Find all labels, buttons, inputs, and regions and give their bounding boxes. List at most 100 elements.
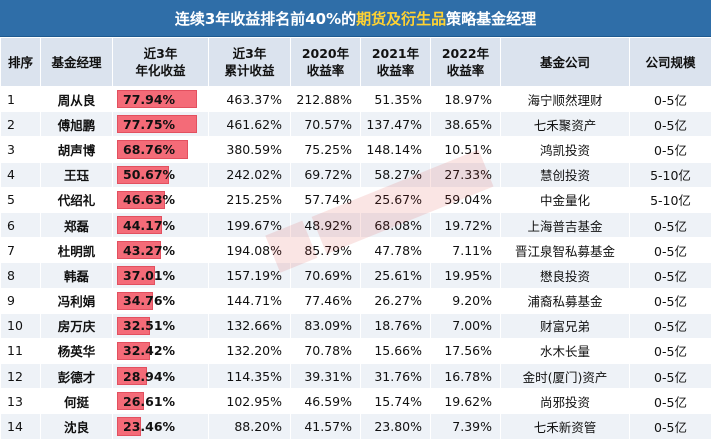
cell-annual-return: 77.94% [113,87,209,112]
cell-2022-return: 27.33% [431,162,501,187]
annual-return-value: 44.17% [123,213,175,237]
cell-2021-return: 148.14% [361,137,431,162]
cell-rank: 11 [1,338,41,363]
header-2022-return[interactable]: 2022年收益率 [431,38,501,87]
cell-company: 尚邪投资 [501,389,630,414]
cell-2020-return: 83.09% [291,313,361,338]
header-2021-return[interactable]: 2021年收益率 [361,38,431,87]
page-title: 连续3年收益排名前40%的期货及衍生品策略基金经理 [0,0,711,37]
cell-2021-return: 68.08% [361,212,431,237]
annual-return-value: 32.42% [123,339,175,363]
annual-return-value: 28.94% [123,364,175,388]
cell-company: 财富兄弟 [501,313,630,338]
manager-ranking-table: 排序 基金经理 近3年年化收益 近3年累计收益 2020年收益率 2021年收益… [0,37,711,440]
cell-2020-return: 70.57% [291,112,361,137]
cell-cumulative-return: 144.71% [209,288,291,313]
cell-rank: 9 [1,288,41,313]
cell-annual-return: 37.01% [113,263,209,288]
annual-return-value: 46.63% [123,188,175,212]
cell-cumulative-return: 157.19% [209,263,291,288]
cell-2022-return: 38.65% [431,112,501,137]
header-2020-return[interactable]: 2020年收益率 [291,38,361,87]
cell-scale: 0-5亿 [630,414,711,439]
cell-manager: 杜明凯 [41,238,113,263]
cell-scale: 0-5亿 [630,112,711,137]
cell-company: 上海普吉基金 [501,212,630,237]
cell-2020-return: 46.59% [291,389,361,414]
table-header-row: 排序 基金经理 近3年年化收益 近3年累计收益 2020年收益率 2021年收益… [1,38,711,87]
annual-return-value: 77.94% [123,87,175,111]
cell-rank: 10 [1,313,41,338]
cell-company: 金时(厦门)资产 [501,364,630,389]
cell-manager: 韩磊 [41,263,113,288]
cell-cumulative-return: 463.37% [209,87,291,112]
cell-scale: 0-5亿 [630,212,711,237]
cell-2020-return: 77.46% [291,288,361,313]
header-company[interactable]: 基金公司 [501,38,630,87]
cell-cumulative-return: 199.67% [209,212,291,237]
cell-manager: 胡声博 [41,137,113,162]
cell-cumulative-return: 215.25% [209,187,291,212]
cell-annual-return: 32.51% [113,313,209,338]
cell-2021-return: 25.61% [361,263,431,288]
cell-2020-return: 39.31% [291,364,361,389]
header-manager[interactable]: 基金经理 [41,38,113,87]
cell-annual-return: 32.42% [113,338,209,363]
cell-annual-return: 34.76% [113,288,209,313]
cell-2021-return: 31.76% [361,364,431,389]
cell-2020-return: 41.57% [291,414,361,439]
cell-scale: 0-5亿 [630,137,711,162]
cell-2021-return: 58.27% [361,162,431,187]
cell-2022-return: 16.78% [431,364,501,389]
cell-annual-return: 77.75% [113,112,209,137]
annual-return-value: 32.51% [123,314,175,338]
cell-manager: 冯利娟 [41,288,113,313]
cell-company: 懋良投资 [501,263,630,288]
cell-annual-return: 28.94% [113,364,209,389]
header-rank[interactable]: 排序 [1,38,41,87]
cell-2022-return: 19.72% [431,212,501,237]
cell-rank: 2 [1,112,41,137]
header-annual-return[interactable]: 近3年年化收益 [113,38,209,87]
cell-scale: 5-10亿 [630,187,711,212]
cell-2022-return: 19.95% [431,263,501,288]
cell-2020-return: 212.88% [291,87,361,112]
cell-2021-return: 51.35% [361,87,431,112]
title-prefix: 连续3年收益排名前40%的 [175,8,356,29]
cell-2022-return: 59.04% [431,187,501,212]
title-highlight: 期货及衍生品 [356,8,446,29]
cell-scale: 0-5亿 [630,238,711,263]
cell-company: 水木长量 [501,338,630,363]
annual-return-value: 23.46% [123,414,175,438]
header-scale[interactable]: 公司规模 [630,38,711,87]
cell-manager: 彭德才 [41,364,113,389]
cell-2020-return: 70.69% [291,263,361,288]
annual-return-value: 34.76% [123,289,175,313]
cell-2020-return: 48.92% [291,212,361,237]
cell-rank: 14 [1,414,41,439]
cell-2022-return: 7.00% [431,313,501,338]
cell-company: 鸿凯投资 [501,137,630,162]
cell-scale: 0-5亿 [630,87,711,112]
cell-company: 七禾聚资产 [501,112,630,137]
header-cumulative-return[interactable]: 近3年累计收益 [209,38,291,87]
cell-cumulative-return: 132.20% [209,338,291,363]
cell-2021-return: 26.27% [361,288,431,313]
cell-scale: 0-5亿 [630,313,711,338]
annual-return-value: 43.27% [123,238,175,262]
cell-2021-return: 15.66% [361,338,431,363]
